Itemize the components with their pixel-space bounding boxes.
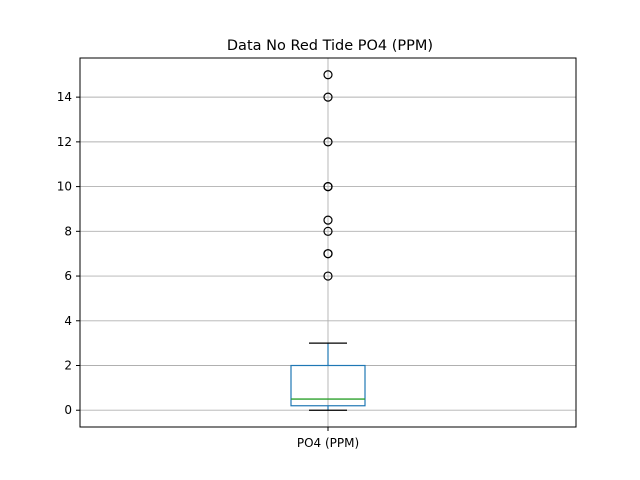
- grid-layer: [80, 58, 576, 427]
- chart-title: Data No Red Tide PO4 (PPM): [227, 38, 433, 54]
- y-tick-label: 14: [57, 90, 72, 104]
- box-layer: [290, 70, 366, 411]
- axes-frame: [79, 57, 577, 428]
- y-tick-label: 8: [64, 224, 72, 238]
- x-tick-label: PO4 (PPM): [297, 436, 359, 450]
- outlier-point: [323, 70, 333, 80]
- outlier-point: [323, 181, 333, 192]
- outlier-point: [323, 271, 333, 281]
- axis-layer: 0 2 4 6 8 10 12 14 PO4 (PPM): [57, 90, 359, 450]
- y-tick-label: 10: [57, 180, 72, 194]
- y-tick-label: 4: [64, 314, 72, 328]
- outlier-point: [323, 92, 333, 102]
- outlier-point: [323, 137, 333, 147]
- outlier-point: [323, 215, 333, 225]
- y-tick-label: 0: [64, 403, 72, 417]
- outlier-point: [323, 249, 333, 259]
- iqr-box: [290, 364, 366, 407]
- outlier-point: [323, 226, 333, 236]
- y-tick-label: 6: [64, 269, 72, 283]
- y-tick-label: 12: [57, 135, 72, 149]
- y-tick-label: 2: [64, 359, 72, 373]
